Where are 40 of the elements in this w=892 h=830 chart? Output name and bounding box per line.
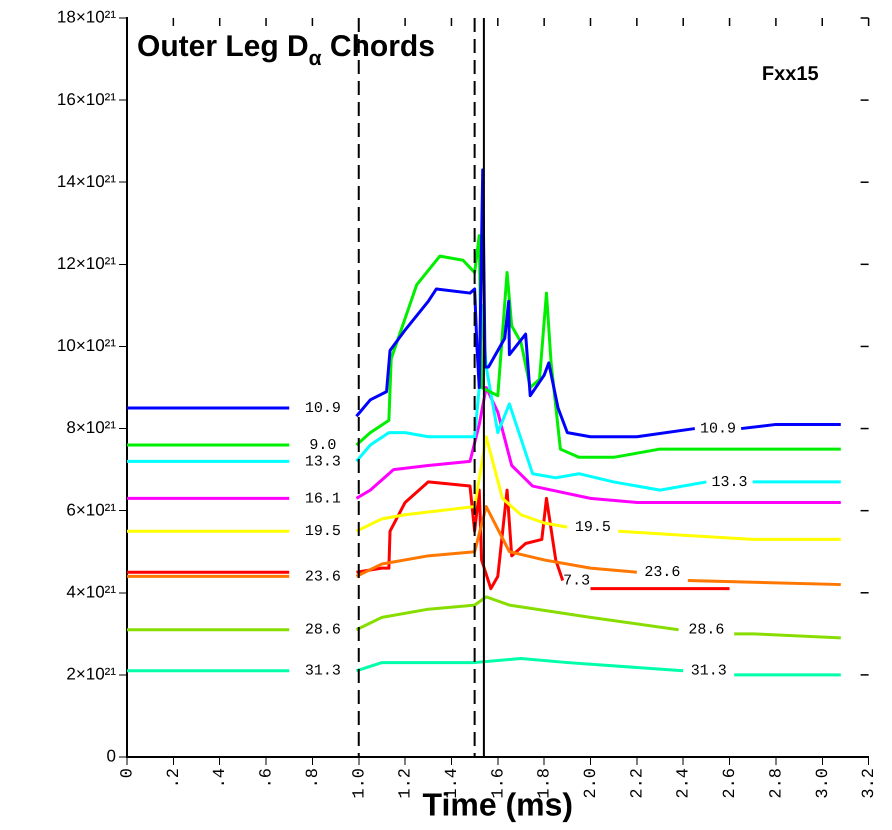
- y-tick-label: 12×10²¹: [56, 254, 116, 274]
- x-tick-label: 2.4: [674, 768, 694, 799]
- text: 31.3: [304, 662, 341, 680]
- y-tick-label: 16×10²¹: [56, 90, 116, 109]
- annotation: Fxx15: [762, 63, 819, 85]
- x-tick-label: 1.2: [396, 768, 416, 799]
- x-tick-label: .2: [164, 768, 184, 788]
- y-tick-label: 2×10²¹: [66, 664, 116, 684]
- x-tick-label: 3.0: [814, 768, 833, 799]
- x-tick-label: 0: [118, 768, 138, 778]
- series-label: 7.3: [563, 572, 590, 590]
- x-tick-label: 2.8: [767, 768, 786, 799]
- y-tick-label: 14×10²¹: [56, 172, 116, 191]
- y-tick-label: 4×10²¹: [66, 582, 116, 602]
- text: 13.3: [304, 453, 341, 470]
- text: 23.6: [304, 568, 341, 586]
- series-label: 23.6: [644, 564, 680, 582]
- text: 10.9: [304, 400, 341, 417]
- series-label: 10.9: [700, 420, 736, 438]
- y-tick-label: 0: [106, 746, 116, 766]
- series-label: 28.6: [688, 622, 724, 639]
- series-label: 31.3: [690, 662, 727, 680]
- x-tick-label: 2.6: [721, 768, 740, 799]
- series-label: 13.3: [712, 474, 748, 491]
- x-tick-label: .4: [211, 768, 230, 788]
- x-tick-label: .8: [304, 768, 323, 788]
- y-tick-label: 6×10²¹: [66, 500, 116, 520]
- x-tick-label: .6: [258, 768, 277, 788]
- y-tick-label: 8×10²¹: [66, 418, 116, 438]
- y-tick-label: 18×10²¹: [56, 8, 116, 27]
- series-label: 19.5: [574, 519, 611, 536]
- x-tick-label: 1.0: [350, 768, 370, 799]
- text: 28.6: [304, 622, 341, 639]
- text: 19.5: [304, 523, 341, 540]
- x-tick-label: 3.2: [860, 768, 880, 799]
- series-label: 9.0: [309, 436, 336, 454]
- x-tick-label: 2.0: [582, 768, 601, 799]
- series-label: 16.1: [304, 490, 341, 508]
- y-tick-label: 10×10²¹: [56, 336, 116, 356]
- x-tick-label: 2.2: [628, 768, 648, 799]
